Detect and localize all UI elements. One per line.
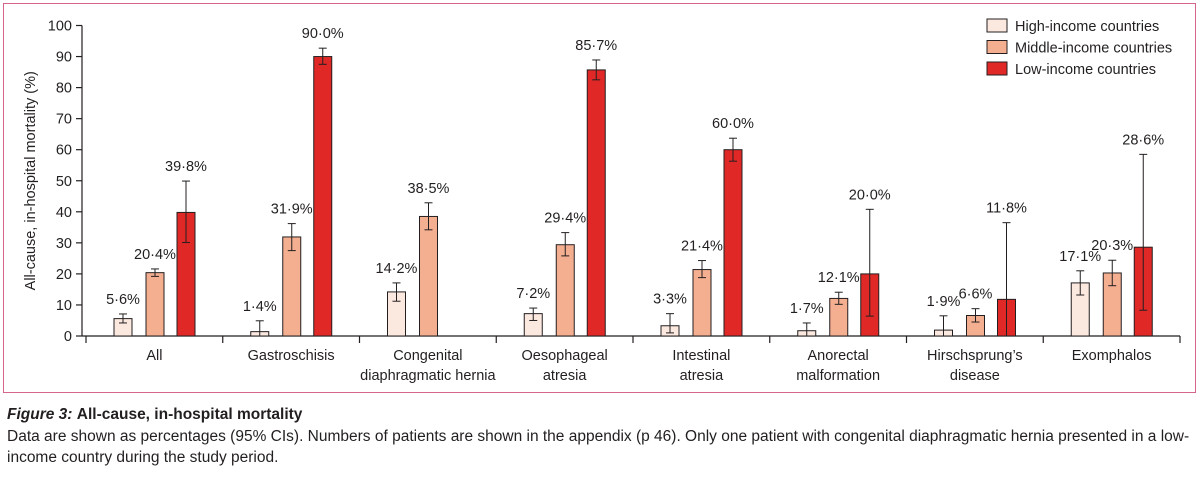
data-label: 1·4%	[243, 299, 277, 315]
bar	[586, 69, 606, 337]
caption-body: Data are shown as percentages (95% CIs).…	[7, 428, 1190, 466]
data-label: 38·5%	[408, 181, 450, 197]
x-category-label: Congenital	[393, 348, 462, 364]
y-tick-label: 80	[56, 81, 72, 97]
data-label: 7·2%	[516, 286, 550, 302]
data-label: 39·8%	[165, 159, 207, 175]
caption-title: Figure 3: All-cause, in-hospital mortali…	[7, 404, 1197, 425]
y-tick-label: 90	[56, 50, 72, 66]
bar	[313, 56, 333, 337]
data-label: 1·7%	[790, 301, 824, 317]
x-category-label: diaphragmatic hernia	[360, 368, 496, 384]
legend-swatch	[986, 40, 1008, 54]
y-tick-label: 20	[56, 267, 72, 283]
data-label: 12·1%	[818, 270, 860, 286]
x-category-label: Intestinal	[672, 348, 730, 364]
caption-title-text: All-cause, in-hospital mortality	[76, 406, 303, 423]
figure-caption: Figure 3: All-cause, in-hospital mortali…	[7, 404, 1197, 468]
bar	[555, 244, 575, 337]
data-label: 14·2%	[376, 261, 418, 277]
x-category-label: Exomphalos	[1072, 348, 1152, 364]
legend-swatch	[986, 18, 1008, 33]
y-tick-label: 70	[56, 112, 72, 128]
legend-label: Low-income countries	[1015, 62, 1156, 78]
x-category-label: Anorectal	[807, 348, 868, 364]
x-category-label: disease	[950, 368, 1000, 384]
y-tick-label: 50	[56, 174, 72, 190]
data-label: 6·6%	[959, 287, 993, 303]
bar	[723, 149, 743, 337]
data-label: 29·4%	[544, 211, 586, 227]
data-label: 20·0%	[849, 187, 891, 203]
data-label: 21·4%	[681, 239, 723, 255]
data-label: 20·3%	[1091, 238, 1133, 254]
data-label: 28·6%	[1122, 132, 1164, 148]
y-axis: 0 10 20 30 40 50 60 70 80 90 100 All-cause, in-hosp…	[23, 19, 83, 345]
legend-label: Middle-income countries	[1015, 41, 1172, 57]
y-tick-label: 60	[56, 143, 72, 159]
data-label: 20·4%	[134, 247, 176, 263]
x-category-label: Oesophageal	[521, 348, 607, 364]
y-tick-label: 30	[56, 236, 72, 252]
y-tick-label: 0	[64, 329, 72, 345]
y-tick-label: 10	[56, 298, 72, 314]
legend-swatch	[986, 61, 1008, 76]
figure-frame	[3, 3, 1196, 393]
x-category-label: Hirschsprung’s	[927, 348, 1023, 364]
data-label: 1·9%	[927, 294, 961, 310]
data-label: 17·1%	[1059, 249, 1101, 265]
data-label: 11·8%	[986, 201, 1027, 217]
bars	[113, 47, 1153, 337]
x-category-label: atresia	[543, 368, 587, 384]
y-tick-label: 40	[56, 205, 72, 221]
mortality-bar-chart: 0 10 20 30 40 50 60 70 80 90 100 All-cause, in-hosp…	[23, 18, 1181, 384]
x-category-label: All	[146, 348, 162, 364]
bar	[282, 236, 302, 337]
x-category-label: malformation	[796, 368, 880, 384]
data-label: 60·0%	[712, 116, 754, 132]
x-axis: All Gastroschisis Congenital diaphragmatic …	[82, 335, 1181, 384]
data-label: 90·0%	[302, 26, 344, 42]
legend: High-income countries Middle-income count…	[986, 18, 1172, 78]
bar	[145, 272, 165, 337]
x-category-label: Gastroschisis	[248, 348, 335, 364]
x-category-label: atresia	[680, 368, 724, 384]
y-axis-title: All-cause, in-hospital mortality (%)	[23, 71, 39, 290]
data-labels: 5·6% 1·4% 14·2% 7·2% 3·3% 1·7% 1·9% 17·1% 20·4% 3…	[106, 26, 1164, 317]
bar	[419, 215, 438, 337]
data-label: 3·3%	[653, 292, 687, 308]
legend-label: High-income countries	[1015, 19, 1159, 35]
data-label: 5·6%	[106, 292, 140, 308]
data-label: 85·7%	[575, 38, 617, 54]
caption-label: Figure 3:	[7, 406, 73, 423]
y-tick-label: 100	[48, 19, 72, 35]
bar	[692, 269, 712, 337]
data-label: 31·9%	[271, 202, 313, 218]
